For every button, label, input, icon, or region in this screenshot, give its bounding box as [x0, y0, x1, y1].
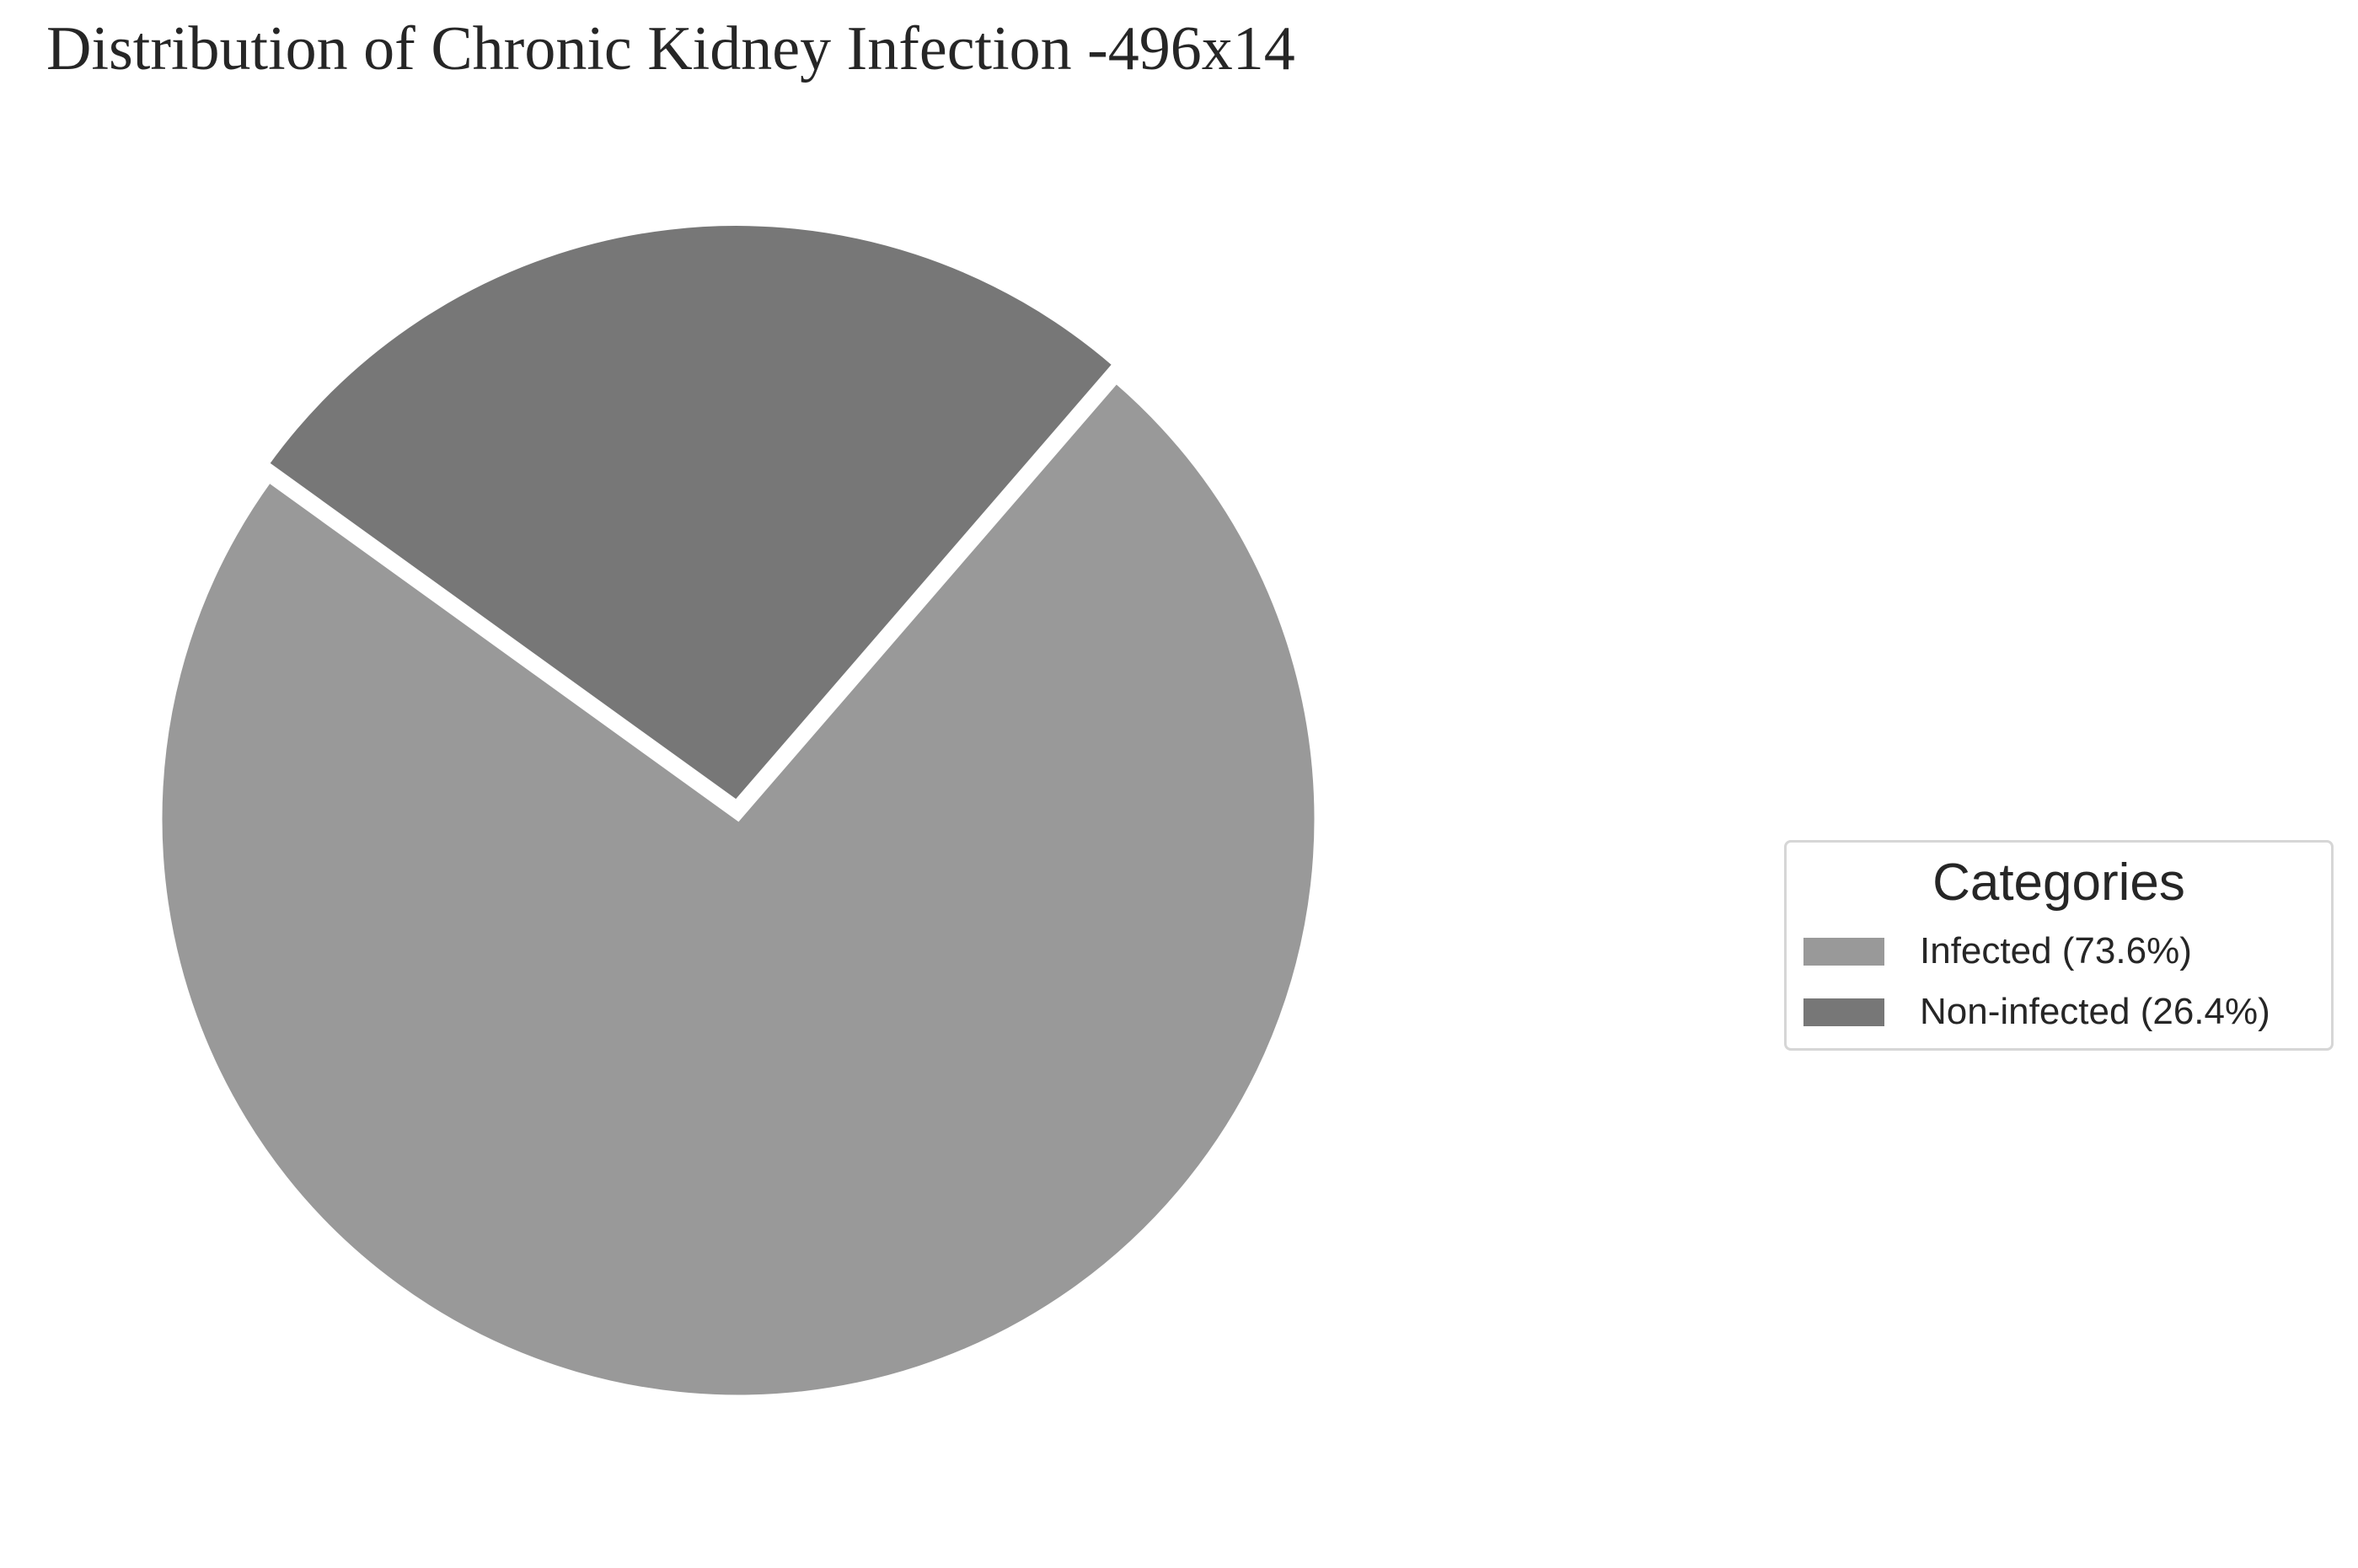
- legend: Categories Infected (73.6%) Non-infected…: [1784, 840, 2334, 1051]
- pie-slice-infected: [158, 378, 1319, 1399]
- legend-item-infected: Infected (73.6%): [1803, 928, 2192, 975]
- legend-label-infected: Infected (73.6%): [1920, 930, 2192, 971]
- legend-item-non-infected: Non-infected (26.4%): [1803, 988, 2270, 1036]
- legend-title: Categories: [1932, 854, 2185, 912]
- legend-swatch-non-infected: [1803, 998, 1884, 1026]
- pie-slices: [158, 222, 1319, 1399]
- pie-slice-non-infected: [264, 222, 1117, 805]
- chart-title: Distribution of Chronic Kidney Infection…: [46, 14, 1295, 83]
- legend-label-non-infected: Non-infected (26.4%): [1920, 991, 2270, 1032]
- legend-swatch-infected: [1803, 937, 1884, 966]
